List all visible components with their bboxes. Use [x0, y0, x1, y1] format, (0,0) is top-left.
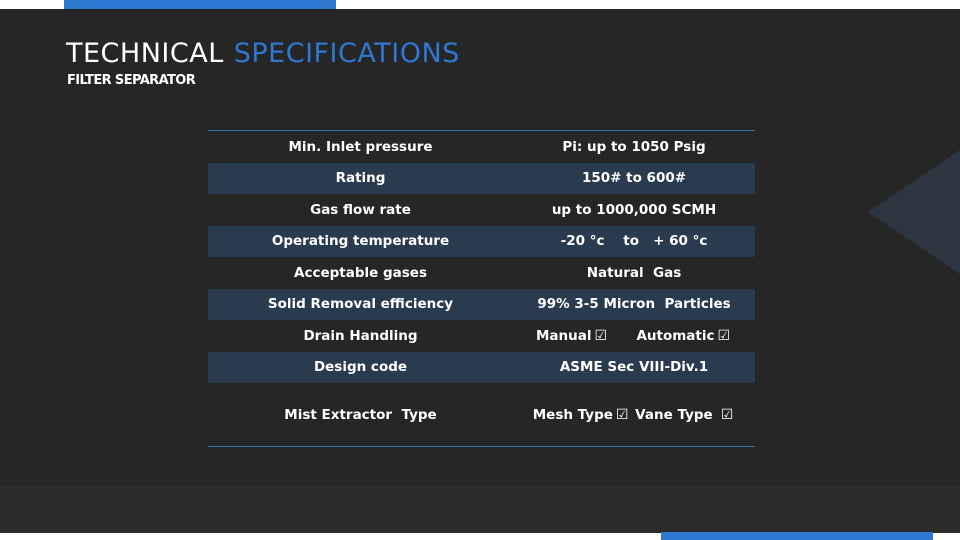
table-row: Drain Handling Manual ☑ Automatic ☑ [208, 320, 755, 352]
value-cell: 150# to 600# [581, 170, 687, 187]
table-row: Acceptable gases Natural Gas [208, 257, 755, 289]
parameter-cell: Design code [313, 359, 408, 376]
checkbox-checked-icon: ☑ [594, 327, 608, 344]
top-accent-bar [64, 0, 336, 9]
dark-panel [0, 9, 960, 532]
title-word-technical: TECHNICAL [66, 38, 224, 69]
parameter-cell: Solid Removal efficiency [267, 296, 454, 313]
decorative-triangle [868, 150, 960, 274]
footer-band [0, 486, 960, 533]
parameter-cell: Operating temperature [271, 233, 450, 250]
parameter-cell: Acceptable gases [294, 264, 427, 281]
value-cell: Manual ☑ Automatic ☑ [513, 328, 755, 344]
value-cell: up to 1000,000 SCMH [551, 201, 717, 218]
parameter-cell: Mist Extractor Type [284, 406, 437, 423]
table-row: Rating 150# to 600# [208, 162, 755, 194]
parameter-cell: Rating [335, 170, 386, 187]
table-row: Min. Inlet pressure Pi: up to 1050 Psig [208, 131, 755, 163]
title-word-specifications: SPECIFICATIONS [233, 38, 460, 69]
page-title: TECHNICAL SPECIFICATIONS [66, 38, 460, 70]
bottom-accent-bar [661, 532, 933, 540]
parameter-cell: Drain Handling [303, 327, 418, 344]
value-cell: Mesh Type ☑ Vane Type ☑ [513, 407, 755, 423]
value-cell: Pi: up to 1050 Psig [562, 138, 706, 155]
parameter-cell: Min. Inlet pressure [288, 138, 433, 155]
checkbox-checked-icon: ☑ [717, 327, 731, 344]
drain-manual-label: Manual [535, 327, 592, 344]
table-row: Mist Extractor Type Mesh Type ☑ Vane Type… [208, 383, 755, 446]
vane-type-label: Vane Type [635, 406, 713, 423]
page-subtitle: FILTER SEPARATOR [67, 73, 196, 88]
checkbox-checked-icon: ☑ [720, 406, 734, 423]
value-cell: ASME Sec VIII-Div.1 [559, 359, 709, 376]
parameter-cell: Gas flow rate [310, 201, 411, 218]
table-row: Design code ASME Sec VIII-Div.1 [208, 351, 755, 383]
drain-automatic-label: Automatic [636, 327, 715, 344]
value-cell: 99% 3-5 Micron Particles [537, 296, 731, 313]
value-cell: Natural Gas [586, 264, 682, 281]
table-row: Gas flow rate up to 1000,000 SCMH [208, 194, 755, 226]
table-row: Solid Removal efficiency 99% 3-5 Micron … [208, 288, 755, 320]
spec-table: Min. Inlet pressure Pi: up to 1050 Psig … [208, 130, 755, 447]
checkbox-checked-icon: ☑ [615, 406, 629, 423]
value-cell: -20 °c to + 60 °c [560, 233, 708, 250]
mesh-type-label: Mesh Type [532, 406, 613, 423]
table-row: Operating temperature -20 °c to + 60 °c [208, 225, 755, 257]
